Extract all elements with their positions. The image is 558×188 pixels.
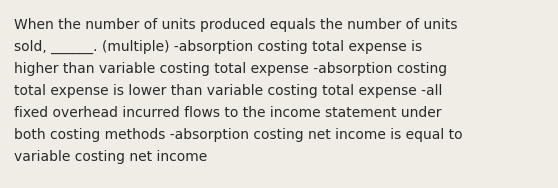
Text: fixed overhead incurred flows to the income statement under: fixed overhead incurred flows to the inc… [14, 106, 441, 120]
Text: variable costing net income: variable costing net income [14, 150, 207, 164]
Text: higher than variable costing total expense -absorption costing: higher than variable costing total expen… [14, 62, 447, 76]
Text: sold, ______. (multiple) -absorption costing total expense is: sold, ______. (multiple) -absorption cos… [14, 40, 422, 54]
Text: both costing methods -absorption costing net income is equal to: both costing methods -absorption costing… [14, 128, 463, 142]
Text: When the number of units produced equals the number of units: When the number of units produced equals… [14, 18, 458, 32]
Text: total expense is lower than variable costing total expense -all: total expense is lower than variable cos… [14, 84, 442, 98]
